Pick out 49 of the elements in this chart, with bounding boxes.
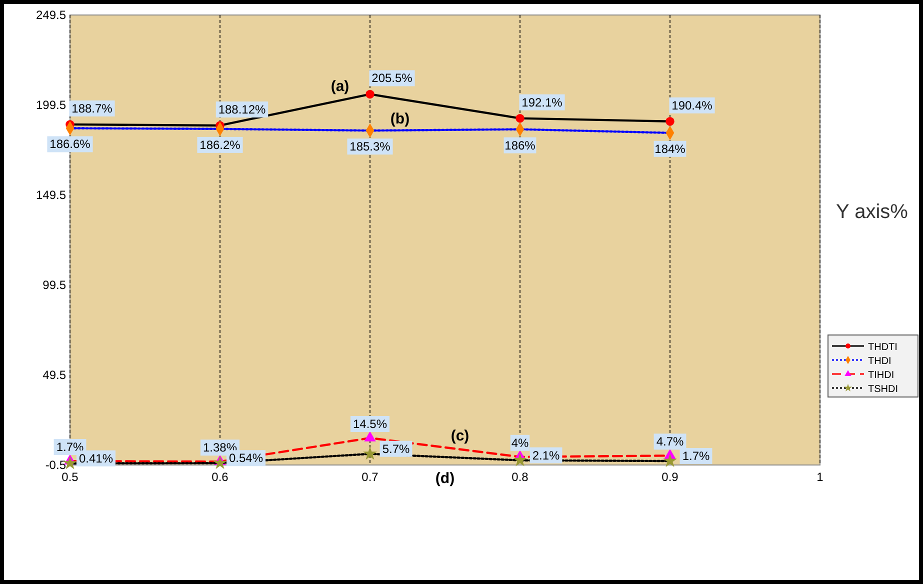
x-tick-label: 0.5 (62, 470, 79, 484)
y-tick-label: -0.5 (45, 458, 66, 472)
data-label: 5.7% (382, 442, 410, 456)
data-label: 4.7% (656, 434, 684, 449)
legend-label: THDTI (868, 342, 898, 353)
point (513, 453, 527, 466)
y-tick-label: 49.5 (42, 368, 66, 382)
point (516, 114, 524, 123)
point (364, 431, 376, 442)
point (366, 90, 374, 99)
data-label: 0.41% (78, 451, 114, 466)
data-label: 186.2% (200, 138, 241, 152)
point (666, 117, 674, 126)
data-label: 1.7% (56, 440, 84, 454)
annotation: (c) (450, 427, 470, 444)
x-tick-label: 0.8 (512, 470, 529, 484)
annotation: (a) (330, 78, 350, 96)
data-label: 185.3% (350, 140, 391, 154)
x-tick-label: 0.9 (662, 470, 679, 484)
text: (d) (435, 470, 455, 487)
data-label: 186.6% (50, 137, 91, 152)
data-label: 184% (654, 142, 686, 156)
y-tick-label: 199.5 (36, 98, 66, 112)
data-label: 0.54% (228, 451, 264, 466)
annotation: (b) (390, 110, 410, 128)
data-label: 14.5% (352, 417, 388, 431)
point (363, 446, 377, 460)
data-label: 2.1% (532, 448, 560, 462)
data-label: 1.38% (202, 440, 238, 455)
legend-label: TIHDI (868, 370, 894, 381)
data-label: 190.4% (672, 98, 713, 112)
data-label: 205.5% (372, 71, 413, 86)
legend-label: THDI (868, 356, 892, 367)
y-tick-label: 99.5 (42, 278, 66, 292)
data-label: 188.12% (218, 102, 266, 116)
point (663, 454, 677, 467)
x-tick-label: 0.6 (212, 470, 229, 484)
data-label: 1.7% (682, 449, 710, 464)
x-tick-label: 1 (816, 470, 824, 484)
legend-label: TSHDI (868, 384, 898, 395)
y-axis-title: Y axis% (836, 201, 908, 223)
x-tick-label: 0.7 (362, 470, 379, 484)
point (213, 456, 227, 470)
data-label: 186% (504, 138, 536, 152)
y-tick-label: 149.5 (36, 188, 66, 202)
data-label: 192.1% (522, 95, 563, 110)
data-label: 188.7% (72, 101, 113, 116)
data-label: 4% (511, 436, 529, 450)
y-tick-label: 249.5 (36, 8, 66, 22)
